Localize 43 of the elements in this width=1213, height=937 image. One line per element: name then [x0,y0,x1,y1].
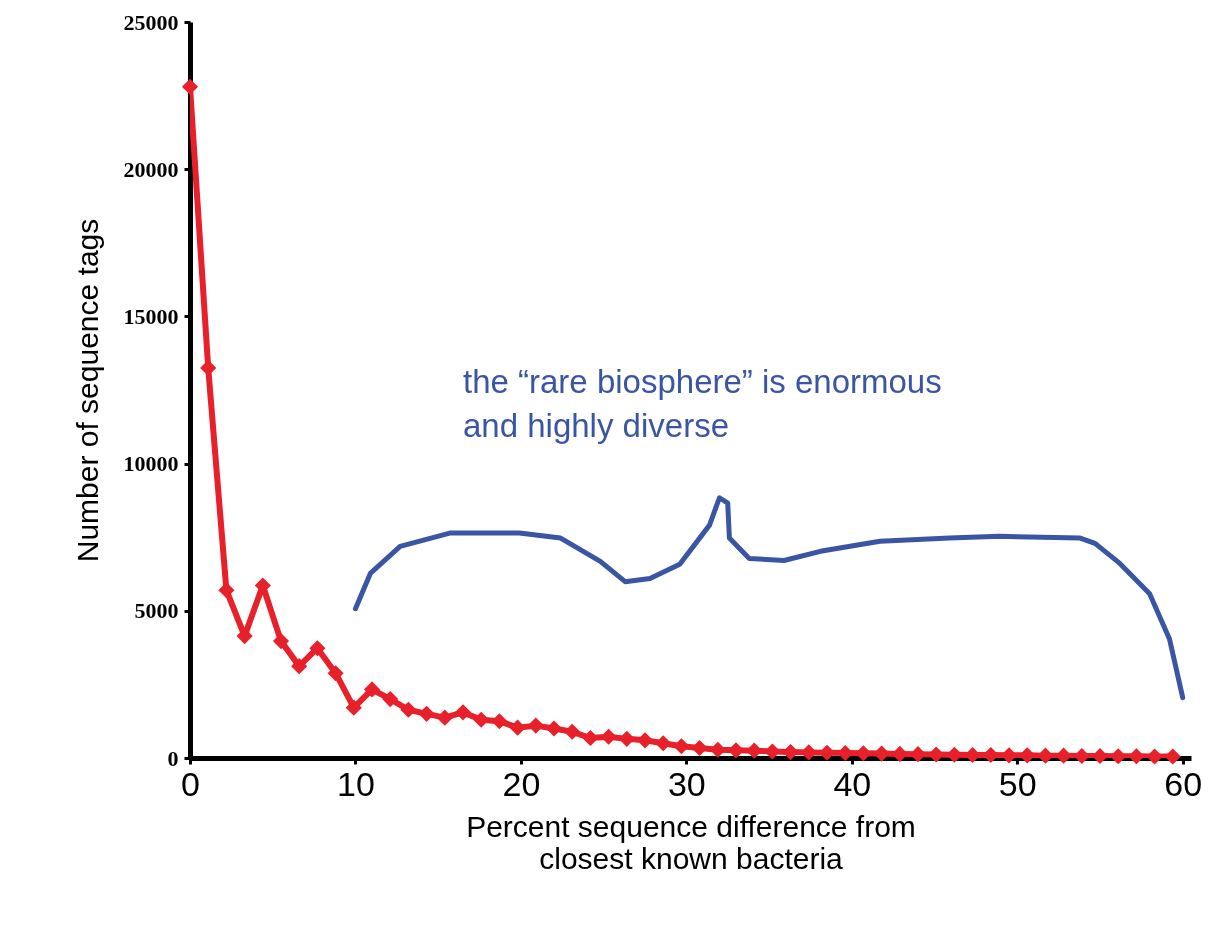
point [655,735,672,752]
point [291,658,308,675]
annotation: the “rare biosphere” is enormous and highly diverse [463,363,942,444]
point [691,739,708,757]
point [400,701,417,718]
y-tick-label: 25000 [123,9,179,35]
point [527,717,544,734]
y-tick-label: 5000 [134,598,179,624]
point [418,705,435,722]
y-tick-label: 10000 [123,451,179,477]
point [1164,748,1181,765]
point [582,729,599,747]
point [473,711,490,728]
y-axis-title: Number of sequence tags [70,218,104,563]
point [327,665,344,682]
point [218,582,235,599]
y-tick-label: 0 [167,745,179,771]
x-axis-title: Percent sequence difference from closest known bacteria [466,809,916,875]
x-tick-label: 60 [1164,764,1203,803]
x-tick-label: 50 [998,764,1037,803]
point [345,699,362,716]
point [1110,748,1127,765]
point [363,681,381,698]
x-tick-label: 20 [502,764,541,803]
point [309,640,326,657]
point [181,78,199,95]
y-tick-label: 15000 [123,303,179,329]
point [509,719,526,736]
x-tick-label: 10 [337,764,375,803]
y-tick-label: 20000 [123,156,179,182]
point [382,691,399,708]
point [272,633,290,650]
point [564,723,581,740]
point [1073,747,1090,764]
x-tick-label: 40 [833,764,872,803]
point [1128,748,1145,765]
point [545,720,563,737]
x-tick-label: 30 [667,764,706,803]
point [491,713,508,730]
point [600,728,617,745]
point [436,709,453,726]
point [1146,748,1163,765]
point [454,704,472,721]
